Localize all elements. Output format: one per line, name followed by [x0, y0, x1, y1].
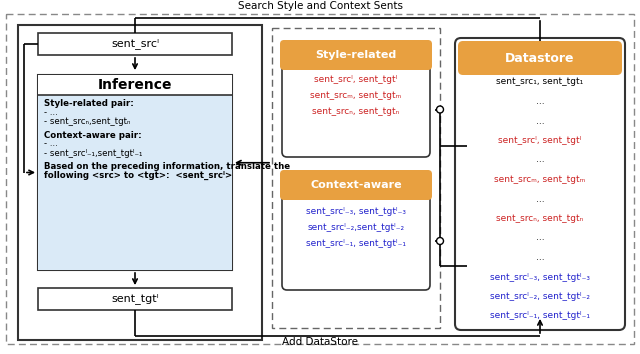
Text: sent_srcᴵ₋₂,sent_tgtᴵ₋₂: sent_srcᴵ₋₂,sent_tgtᴵ₋₂ [307, 223, 404, 233]
Text: Context-aware: Context-aware [310, 180, 402, 190]
Bar [38, 75, 232, 95]
Text: - ...: - ... [44, 139, 58, 148]
Bar [18, 25, 262, 340]
Text: sent_srcᴵ₋₁, sent_tgtᴵ₋₁: sent_srcᴵ₋₁, sent_tgtᴵ₋₁ [306, 240, 406, 249]
FancyBboxPatch shape [455, 38, 625, 330]
Text: Based on the preceding information, translate the: Based on the preceding information, tran… [44, 162, 290, 171]
FancyBboxPatch shape [280, 40, 432, 70]
Text: sent_srcₙ, sent_tgtₙ: sent_srcₙ, sent_tgtₙ [497, 214, 584, 223]
Bar [38, 33, 232, 55]
Text: sent_tgtᴵ: sent_tgtᴵ [111, 293, 159, 304]
Text: Style-related: Style-related [316, 50, 397, 60]
Text: sent_srcᴵ₋₂, sent_tgtᴵ₋₂: sent_srcᴵ₋₂, sent_tgtᴵ₋₂ [490, 292, 590, 301]
Text: - sent_srcₙ,sent_tgtₙ: - sent_srcₙ,sent_tgtₙ [44, 117, 131, 126]
Circle shape [436, 106, 444, 113]
Text: Inference: Inference [98, 78, 172, 92]
Text: sent_srcᴵ₋₁, sent_tgtᴵ₋₁: sent_srcᴵ₋₁, sent_tgtᴵ₋₁ [490, 312, 590, 320]
Text: following <src> to <tgt>:  <sent_srcᴵ>: following <src> to <tgt>: <sent_srcᴵ> [44, 171, 232, 180]
Bar [38, 75, 232, 270]
Text: sent_srcᴵ, sent_tgtᴵ: sent_srcᴵ, sent_tgtᴵ [499, 136, 582, 145]
Text: ...: ... [536, 253, 544, 262]
Text: - ...: - ... [44, 108, 58, 117]
Text: sent_src₁, sent_tgt₁: sent_src₁, sent_tgt₁ [497, 78, 584, 86]
FancyBboxPatch shape [280, 170, 432, 200]
Text: Search Style and Context Sents: Search Style and Context Sents [237, 1, 403, 11]
Text: ...: ... [536, 234, 544, 242]
Text: sent_srcᴵ: sent_srcᴵ [111, 39, 159, 50]
Text: sent_srcᴵ, sent_tgtᴵ: sent_srcᴵ, sent_tgtᴵ [314, 75, 397, 85]
Text: sent_srcᴵ₋₃, sent_tgtᴵ₋₃: sent_srcᴵ₋₃, sent_tgtᴵ₋₃ [306, 207, 406, 217]
FancyBboxPatch shape [282, 172, 430, 290]
Bar [38, 95, 232, 270]
Circle shape [436, 238, 444, 245]
Text: Datastore: Datastore [505, 51, 575, 64]
Text: sent_srcᴵ₋₃, sent_tgtᴵ₋₃: sent_srcᴵ₋₃, sent_tgtᴵ₋₃ [490, 273, 590, 281]
FancyBboxPatch shape [282, 42, 430, 157]
Text: sent_srcₘ, sent_tgtₘ: sent_srcₘ, sent_tgtₘ [310, 91, 402, 101]
Text: ...: ... [536, 194, 544, 204]
Text: ...: ... [536, 116, 544, 126]
Text: Context-aware pair:: Context-aware pair: [44, 131, 141, 139]
FancyBboxPatch shape [458, 41, 622, 75]
Text: - sent_srcᴵ₋₁,sent_tgtᴵ₋₁: - sent_srcᴵ₋₁,sent_tgtᴵ₋₁ [44, 148, 143, 158]
Text: ...: ... [536, 97, 544, 106]
Bar [272, 28, 440, 328]
Text: ...: ... [536, 155, 544, 165]
Text: Add DataStore: Add DataStore [282, 337, 358, 347]
Text: Style-related pair:: Style-related pair: [44, 99, 134, 108]
Text: sent_srcₘ, sent_tgtₘ: sent_srcₘ, sent_tgtₘ [494, 175, 586, 184]
Bar [38, 288, 232, 310]
Text: sent_srcₙ, sent_tgtₙ: sent_srcₙ, sent_tgtₙ [312, 108, 399, 116]
